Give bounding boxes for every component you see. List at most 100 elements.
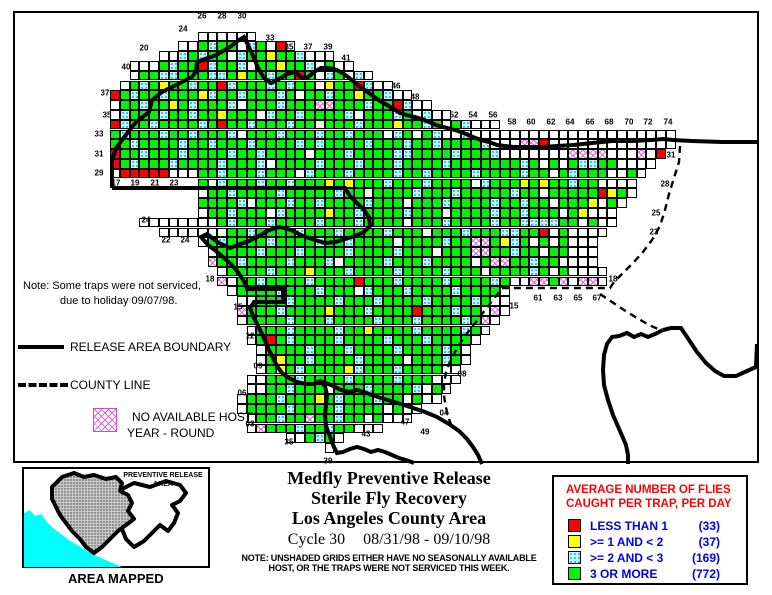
grid-cell: [285, 158, 296, 169]
grid-cell: [285, 198, 296, 208]
grid-cell: [285, 374, 296, 385]
legend-items: LESS THAN 1 (33) >= 1 AND < 2 (37) >= 2 AND …: [554, 518, 746, 581]
grid-cell: [314, 256, 325, 267]
grid-cell: [607, 178, 617, 189]
grid-cell: [548, 256, 559, 267]
grid-cell: [607, 198, 617, 208]
grid-cell: [431, 149, 442, 159]
grid-cell: [305, 433, 315, 444]
grid-cell: [246, 158, 257, 169]
grid-cell: [295, 305, 305, 316]
grid-cell: [246, 394, 257, 404]
grid-cell: [285, 149, 296, 159]
grid-cell: [422, 188, 432, 199]
grid-cell: [422, 345, 432, 355]
grid-cell: [266, 51, 276, 61]
grid-cell: [412, 139, 422, 150]
grid-cell: [314, 109, 325, 120]
grid-cell: [246, 207, 257, 218]
grid-cell: [363, 109, 374, 120]
grid-cell: [227, 256, 237, 267]
grid-cell: [626, 188, 637, 199]
grid-cell: [597, 198, 608, 208]
grid-cell: [578, 149, 588, 159]
grid-cell: [558, 158, 569, 169]
grid-cell: [324, 335, 335, 346]
grid-cell: [402, 315, 413, 326]
inset-ocean: [24, 510, 122, 567]
grid-cell: [188, 51, 198, 61]
grid-cell: [470, 198, 481, 208]
grid-cell: [334, 119, 344, 130]
grid-cell: [227, 276, 237, 287]
grid-cell: [548, 188, 559, 199]
grid-cell: [344, 286, 354, 297]
grid-cell: [548, 198, 559, 208]
grid-cell: [188, 129, 198, 140]
grid-cell: [373, 168, 383, 179]
grid-cell: [256, 168, 266, 179]
grid-cell: [285, 256, 296, 267]
grid-cell: [344, 266, 354, 277]
grid-cell: [373, 256, 383, 267]
grid-cell: [256, 188, 266, 199]
grid-cell: [246, 188, 257, 199]
grid-cell: [431, 217, 442, 228]
grid-cell: [480, 305, 491, 316]
grid-cell: [392, 374, 403, 385]
grid-cell: [305, 403, 315, 414]
grid-cell: [314, 403, 325, 414]
grid-cell: [305, 237, 315, 248]
grid-cell: [353, 403, 364, 414]
grid-cell: [207, 31, 218, 42]
grid-cell: [246, 374, 257, 385]
grid-coordinate-label: 18: [205, 274, 215, 284]
grid-cell: [383, 305, 393, 316]
grid-cell: [441, 286, 452, 297]
grid-cell: [402, 129, 413, 140]
grid-cell: [431, 237, 442, 248]
grid-cell: [363, 345, 374, 355]
grid-cell: [353, 266, 364, 277]
grid-cell: [529, 217, 539, 228]
grid-cell: [461, 129, 471, 140]
grid-cell: [422, 217, 432, 228]
grid-coordinate-label: 63: [553, 293, 563, 303]
grid-cell: [305, 256, 315, 267]
legend-item-label: LESS THAN 1: [590, 518, 669, 533]
grid-cell: [295, 335, 305, 346]
grid-cell: [441, 188, 452, 199]
grid-cell: [139, 168, 149, 179]
grid-cell: [285, 364, 296, 375]
grid-cell: [383, 198, 393, 208]
grid-cell: [207, 129, 218, 140]
grid-cell: [470, 227, 481, 238]
grid-cell: [344, 247, 354, 257]
grid-cell: [305, 276, 315, 287]
grid-cell: [383, 266, 393, 277]
grid-cell: [217, 100, 227, 110]
grid-cell: [188, 80, 198, 91]
grid-cell: [246, 286, 257, 297]
grid-cell: [305, 119, 315, 130]
grid-cell: [539, 139, 549, 150]
grid-cell: [129, 90, 140, 101]
grid-cell: [519, 237, 530, 248]
grid-cell: [334, 394, 344, 404]
grid-cell: [373, 374, 383, 385]
grid-cell: [500, 266, 510, 277]
grid-cell: [422, 394, 432, 404]
grid-cell: [548, 217, 559, 228]
grid-cell: [363, 335, 374, 346]
grid-cell: [217, 80, 227, 91]
grid-cell: [129, 109, 140, 120]
grid-cell: [149, 70, 159, 81]
grid-cell: [607, 217, 617, 228]
grid-cell: [392, 139, 403, 150]
grid-cell: [402, 374, 413, 385]
grid-cell: [451, 139, 461, 150]
grid-cell: [451, 178, 461, 189]
grid-cell: [158, 217, 169, 228]
grid-cell: [295, 90, 305, 101]
grid-cell: [353, 198, 364, 208]
